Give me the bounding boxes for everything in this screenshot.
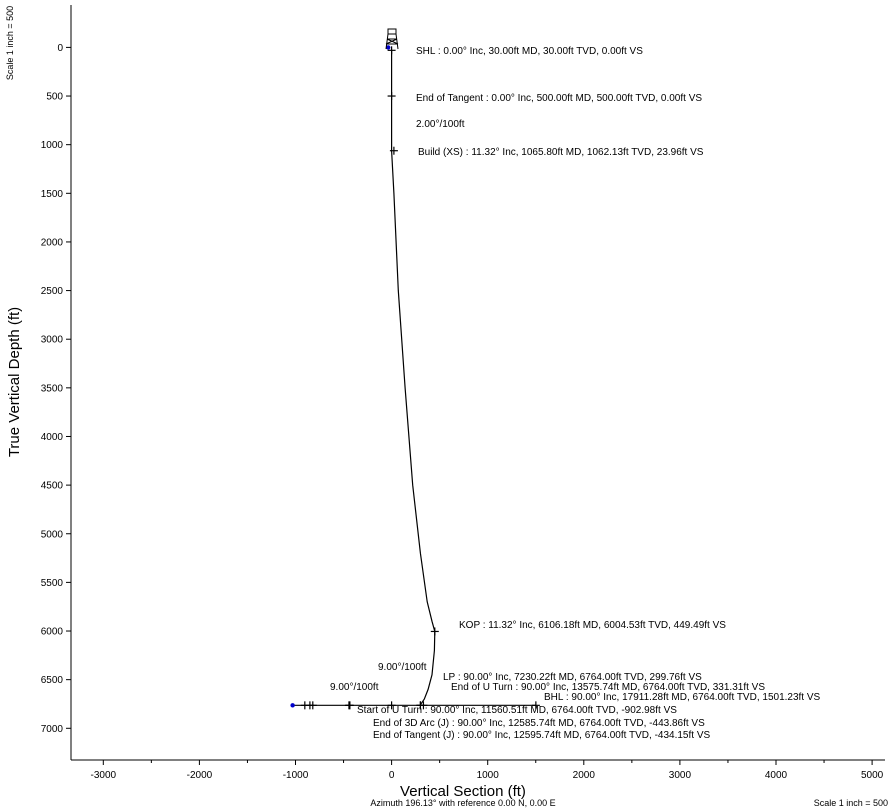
trajectory-line-0 — [290, 50, 436, 706]
station-label-7: End of U Turn : 90.00° Inc, 13575.74ft M… — [451, 682, 765, 693]
blue-marker-1 — [290, 703, 295, 708]
station-label-3: Build (XS) : 11.32° Inc, 1065.80ft MD, 1… — [418, 147, 704, 158]
station-marker-12 — [345, 701, 354, 710]
station-label-8: BHL : 90.00° Inc, 17911.28ft MD, 6764.00… — [544, 692, 821, 703]
extra-station-marker-3 — [416, 701, 425, 710]
y-tick-label-11: 5500 — [41, 578, 64, 589]
plot-frame — [70, 5, 885, 761]
rig-icon — [385, 28, 399, 50]
x-axis-ticks: -3000 -2000 -1000 0 1000 2000 3000 4000 5000 — [91, 760, 884, 781]
station-label-10: Start of U Turn : 90.00° Inc, 11560.51ft… — [357, 705, 677, 716]
x-tick-label-1: -2000 — [187, 770, 213, 781]
y-tick-label-8: 4000 — [41, 432, 64, 443]
scale-left: Scale 1 inch = 500 — [5, 6, 15, 80]
scale-bottom: Scale 1 inch = 500 — [814, 798, 888, 808]
y-tick-label-4: 2000 — [41, 237, 64, 248]
y-tick-label-1: 500 — [46, 92, 63, 103]
y-tick-label-7: 3500 — [41, 383, 64, 394]
blue-marker-0 — [386, 45, 391, 50]
y-axis-ticks: 0 500 1000 1500 2000 2500 3000 3500 4000 4500 5000… — [41, 43, 71, 735]
y-tick-label-9: 4500 — [41, 481, 64, 492]
station-label-12: End of Tangent (J) : 90.00° Inc, 12595.7… — [373, 730, 710, 741]
station-marker-4 — [430, 627, 439, 636]
x-tick-label-4: 1000 — [477, 770, 500, 781]
x-tick-label-0: -3000 — [91, 770, 117, 781]
x-tick-label-3: 0 — [389, 770, 395, 781]
x-axis-title: Vertical Section (ft) — [400, 783, 526, 800]
station-label-5: 9.00°/100ft — [378, 662, 427, 673]
station-label-2: 2.00°/100ft — [416, 119, 465, 130]
station-label-4: KOP : 11.32° Inc, 6106.18ft MD, 6004.53f… — [459, 620, 726, 631]
y-tick-label-0: 0 — [57, 43, 63, 54]
x-tick-label-5: 2000 — [573, 770, 596, 781]
station-marker-8 — [531, 701, 540, 710]
y-tick-label-14: 7000 — [41, 724, 64, 735]
station-labels: SHL : 0.00° Inc, 30.00ft MD, 30.00ft TVD… — [330, 46, 821, 741]
station-marker-3 — [389, 146, 398, 155]
y-tick-label-12: 6000 — [41, 627, 64, 638]
trajectory-markers — [290, 45, 540, 710]
station-label-1: End of Tangent : 0.00° Inc, 500.00ft MD,… — [416, 93, 702, 104]
y-tick-label-10: 5000 — [41, 529, 64, 540]
station-marker-0 — [387, 46, 396, 55]
station-marker-1 — [387, 92, 396, 101]
azimuth-note: Azimuth 196.13° with reference 0.00 N, 0… — [370, 798, 555, 808]
x-tick-label-6: 3000 — [669, 770, 692, 781]
y-tick-label-6: 3000 — [41, 335, 64, 346]
station-label-6: LP : 90.00° Inc, 7230.22ft MD, 6764.00ft… — [443, 672, 702, 683]
extra-station-marker-1 — [308, 701, 317, 710]
y-tick-label-2: 1000 — [41, 140, 64, 151]
station-label-11: End of 3D Arc (J) : 90.00° Inc, 12585.74… — [373, 718, 705, 729]
y-tick-label-13: 6500 — [41, 675, 64, 686]
x-tick-label-2: -1000 — [283, 770, 309, 781]
y-tick-label-5: 2500 — [41, 286, 64, 297]
station-label-9: 9.00°/100ft — [330, 682, 379, 693]
extra-station-marker-2 — [387, 701, 396, 710]
x-tick-label-7: 4000 — [765, 770, 788, 781]
y-tick-label-3: 1500 — [41, 189, 64, 200]
y-axis-title: True Vertical Depth (ft) — [6, 307, 23, 457]
x-tick-label-8: 5000 — [861, 770, 884, 781]
station-label-0: SHL : 0.00° Inc, 30.00ft MD, 30.00ft TVD… — [416, 46, 643, 57]
